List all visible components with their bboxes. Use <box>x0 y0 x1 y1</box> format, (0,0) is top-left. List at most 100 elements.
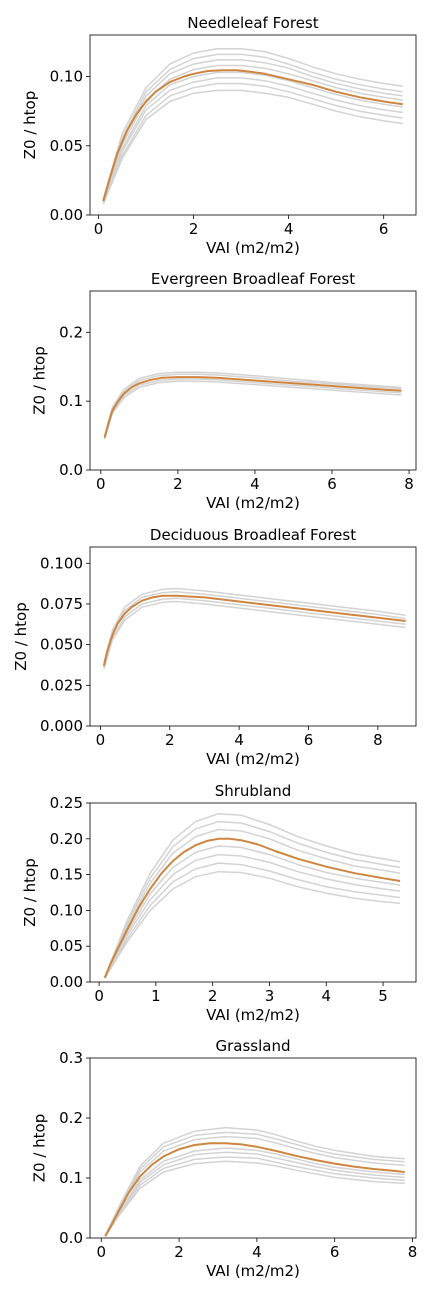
background-series-line <box>104 820 401 978</box>
background-series-line <box>104 828 401 978</box>
x-axis-label: VAI (m2/m2) <box>206 1006 300 1024</box>
x-tick-label: 0 <box>96 731 106 749</box>
y-tick-label: 0.05 <box>50 937 83 955</box>
highlight-series-line <box>103 837 401 979</box>
x-tick-label: 2 <box>165 731 175 749</box>
y-tick-label: 0.000 <box>40 717 83 735</box>
x-tick-label: 4 <box>284 220 294 238</box>
background-series-line <box>102 89 403 205</box>
chart-panel-3: 0 2 4 6 8 0.000 0.025 0.050 0.075 0.100 Deciduous … <box>12 526 417 768</box>
chart-title: Needleleaf Forest <box>187 14 318 32</box>
plot-frame <box>89 546 417 727</box>
y-tick-label: 0.10 <box>50 901 83 919</box>
y-tick-label: 0.15 <box>50 866 83 884</box>
y-tick-label: 0.2 <box>59 1109 83 1127</box>
x-tick-label: 2 <box>173 475 183 493</box>
x-tick-label: 8 <box>408 1243 418 1261</box>
background-series-line <box>104 862 401 979</box>
x-tick-label: 8 <box>373 731 383 749</box>
plot-frame <box>89 290 417 471</box>
x-tick-label: 2 <box>208 987 218 1005</box>
y-tick-label: 0.00 <box>50 973 83 991</box>
highlight-series-line <box>103 376 402 438</box>
background-series-line <box>103 587 406 663</box>
y-tick-label: 0.1 <box>59 392 83 410</box>
background-series-line <box>104 812 401 978</box>
x-tick-label: 0 <box>96 475 106 493</box>
highlight-series-line <box>104 1142 405 1237</box>
x-tick-label: 0 <box>94 220 104 238</box>
y-tick-label: 0.025 <box>40 676 83 694</box>
background-series-line <box>104 845 401 979</box>
x-tick-label: 4 <box>321 987 331 1005</box>
plot-frame <box>89 34 417 216</box>
y-tick-label: 0.100 <box>40 554 83 572</box>
x-tick-label: 4 <box>234 731 244 749</box>
highlight-series-line <box>102 69 403 202</box>
plot-frame <box>89 802 417 983</box>
background-series-line <box>103 600 406 670</box>
chart-panel-4: 0 1 2 3 4 5 0.00 0.05 0.10 0.15 0.20 0.25 Shrubland V… <box>21 782 417 1024</box>
y-tick-label: 0.3 <box>59 1049 83 1067</box>
background-series-line <box>104 1160 405 1237</box>
y-tick-label: 0.2 <box>59 323 83 341</box>
background-series-line <box>104 870 401 979</box>
x-tick-label: 2 <box>189 220 199 238</box>
x-axis-label: VAI (m2/m2) <box>206 494 300 512</box>
background-series-line <box>102 59 403 201</box>
x-tick-label: 1 <box>151 987 161 1005</box>
x-tick-label: 0 <box>94 987 104 1005</box>
background-series-line <box>103 380 402 440</box>
background-series-line <box>103 591 406 665</box>
background-series-line <box>102 71 403 202</box>
plot-frame <box>89 1057 417 1239</box>
x-tick-label: 8 <box>404 475 414 493</box>
y-tick-label: 0.00 <box>50 206 83 224</box>
x-tick-label: 2 <box>174 1243 184 1261</box>
background-series-line <box>102 48 403 199</box>
x-tick-label: 6 <box>327 475 337 493</box>
y-tick-label: 0.0 <box>59 461 83 479</box>
y-tick-label: 0.20 <box>50 830 83 848</box>
y-axis-label: Z0 / htop <box>30 346 48 415</box>
chart-panel-5: 0 2 4 6 8 0.0 0.1 0.2 0.3 Grassland VAI (m2/m2) Z0 … <box>30 1037 417 1280</box>
background-series-line <box>104 1126 405 1236</box>
chart-title: Grassland <box>216 1037 291 1055</box>
x-axis-label: VAI (m2/m2) <box>206 750 300 768</box>
x-tick-label: 6 <box>304 731 314 749</box>
chart-title: Deciduous Broadleaf Forest <box>150 526 356 544</box>
x-tick-label: 4 <box>250 475 260 493</box>
y-tick-label: 0.05 <box>50 137 83 155</box>
background-series-line <box>103 371 402 436</box>
background-series-line <box>104 1131 405 1236</box>
chart-title: Shrubland <box>215 782 292 800</box>
chart-title: Evergreen Broadleaf Forest <box>151 270 355 288</box>
y-axis-label: Z0 / htop <box>21 858 39 927</box>
y-axis-label: Z0 / htop <box>21 91 39 160</box>
background-series-line <box>104 1151 405 1237</box>
y-tick-label: 0.1 <box>59 1169 83 1187</box>
y-tick-label: 0.050 <box>40 636 83 654</box>
background-series-line <box>102 82 403 203</box>
y-tick-label: 0.10 <box>50 68 83 86</box>
x-tick-label: 4 <box>252 1243 262 1261</box>
background-series-line <box>104 1156 405 1237</box>
background-series-line <box>103 373 402 437</box>
y-axis-label: Z0 / htop <box>12 602 30 671</box>
y-axis-label: Z0 / htop <box>30 1114 48 1183</box>
y-tick-label: 0.075 <box>40 595 83 613</box>
chart-panel-2: 0 2 4 6 8 0.0 0.1 0.2 Evergreen Broadleaf Forest… <box>30 270 417 512</box>
highlight-series-line <box>102 594 406 667</box>
background-series-line <box>104 853 401 979</box>
background-series-line <box>104 1135 405 1237</box>
background-series-line <box>102 53 403 201</box>
y-tick-label: 0.25 <box>50 794 83 812</box>
background-series-line <box>103 597 406 668</box>
x-tick-label: 5 <box>378 987 388 1005</box>
x-tick-label: 6 <box>379 220 389 238</box>
x-tick-label: 0 <box>97 1243 107 1261</box>
x-axis-label: VAI (m2/m2) <box>206 1262 300 1280</box>
background-series-line <box>102 77 403 203</box>
background-series-line <box>103 378 402 439</box>
